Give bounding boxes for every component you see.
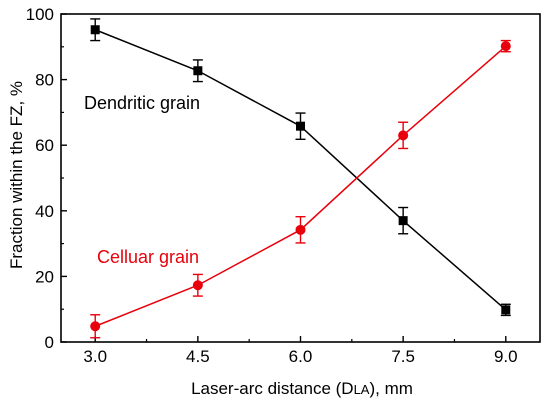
series-line [94,45,507,327]
y-axis: 0 20 40 60 80 100 [26,5,67,352]
x-tick-label: 6.0 [289,347,313,366]
data-point [398,216,408,226]
x-axis-title-tail: ), mm [369,379,412,398]
series-label-celluar: Celluar grain [97,247,199,267]
plot-border [60,13,541,343]
data-point [192,280,203,291]
y-tick-label: 40 [35,202,54,221]
series-celluar [90,39,511,339]
y-tick-label: 20 [35,267,54,286]
y-tick-label: 0 [45,333,54,352]
series-label-dendritic: Dendritic grain [84,93,200,113]
data-point [501,305,511,315]
data-point [296,121,305,131]
data-point [295,224,306,235]
x-tick-label: 9.0 [494,347,518,366]
data-point [500,41,511,52]
plot-area [60,13,541,343]
data-point [398,130,409,141]
x-axis-title: Laser-arc distance (DLA), mm [191,379,413,398]
y-tick-label: 80 [35,71,54,90]
x-tick-label: 7.5 [391,347,415,366]
data-point [193,66,203,76]
series-layer [90,18,511,339]
data-point [90,25,100,35]
y-tick-label: 60 [35,136,54,155]
x-axis-title-sub: LA [354,382,370,397]
y-tick-label: 100 [26,5,54,24]
x-axis: 3.0 4.5 6.0 7.5 9.0 [83,336,518,366]
series-line [94,29,507,311]
x-tick-label: 4.5 [186,347,210,366]
x-tick-label: 3.0 [83,347,107,366]
series-dendritic [90,18,511,317]
y-axis-title: Fraction within the FZ, % [7,81,26,269]
x-axis-title-main: Laser-arc distance (D [191,379,354,398]
data-point [90,321,101,332]
